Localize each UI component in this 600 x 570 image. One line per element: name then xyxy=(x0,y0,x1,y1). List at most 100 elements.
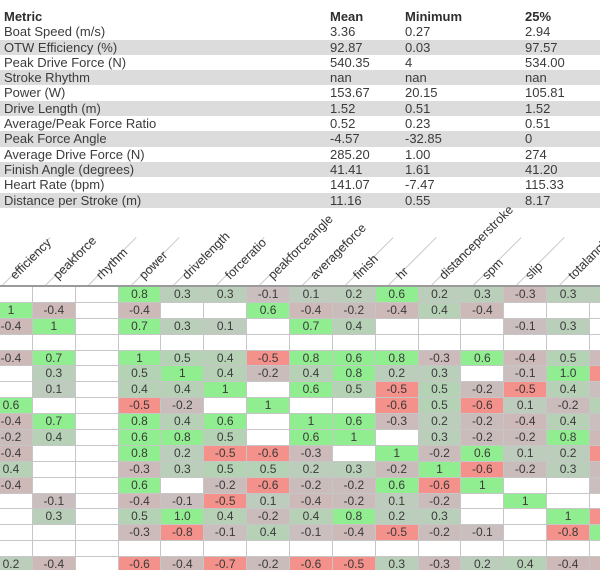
table-cell: -32.85 xyxy=(405,131,442,147)
heatmap-cell: 0.5 xyxy=(118,509,161,525)
heatmap-cell xyxy=(332,334,375,350)
table-cell: 0 xyxy=(525,131,533,147)
heatmap-cell: -0.2 xyxy=(0,430,32,445)
heatmap-cell xyxy=(590,318,600,334)
heatmap-cell xyxy=(504,334,547,350)
table-cell: Heart Rate (bpm) xyxy=(4,177,105,193)
heatmap-cell xyxy=(504,302,547,318)
table-cell: Average/Peak Force Ratio xyxy=(4,116,157,132)
column-label-efficiency: efficiency xyxy=(7,235,55,283)
column-label-distanceperstroke: distanceperstroke xyxy=(436,202,517,283)
table-cell: nan xyxy=(330,70,352,86)
heatmap-cell: -0.5 xyxy=(204,493,247,509)
heatmap-cell xyxy=(247,334,290,350)
heatmap-cell: -0.2 xyxy=(547,398,590,414)
heatmap-cell: -0.5 xyxy=(590,445,600,461)
heatmap-cell xyxy=(0,382,32,398)
heatmap-cell: -0.2 xyxy=(461,430,504,445)
heatmap-cell: 0.6 xyxy=(375,477,418,493)
table-row: Heart Rate (bpm) 141.07 -7.47 115.33 xyxy=(0,177,600,192)
table-cell: 0.27 xyxy=(405,24,431,40)
heatmap-cell xyxy=(0,366,32,382)
heatmap-cell xyxy=(161,334,204,350)
table-cell: Power (W) xyxy=(4,85,66,101)
heatmap-cell xyxy=(75,477,118,493)
heatmap-cell: -0.2 xyxy=(161,398,204,414)
heatmap-cell: 0.5 xyxy=(204,430,247,445)
heatmap-cell: -0.1 xyxy=(590,477,600,493)
heatmap-cell: -0.2 xyxy=(590,461,600,477)
heatmap-cell: 0.2 xyxy=(418,414,461,430)
heatmap-cell xyxy=(332,398,375,414)
heatmap-cell: -0.6 xyxy=(461,398,504,414)
heatmap-cell xyxy=(32,445,75,461)
heatmap-cell xyxy=(504,525,547,541)
heatmap-cell xyxy=(461,541,504,557)
heatmap-cell: 1 xyxy=(332,430,375,445)
table-cell: 0.03 xyxy=(405,39,431,55)
heatmap-cell: -0.2 xyxy=(504,461,547,477)
heatmap-cell: 0.3 xyxy=(547,318,590,334)
heatmap-cell xyxy=(75,382,118,398)
heatmap-cell: 1 xyxy=(590,525,600,541)
table-header-cell: Metric xyxy=(4,9,43,24)
heatmap-cell: -0.2 xyxy=(332,493,375,509)
heatmap-cell: -0.6 xyxy=(418,477,461,493)
heatmap-cell: 0.3 xyxy=(32,509,75,525)
heatmap-cell: 0.7 xyxy=(32,414,75,430)
heatmap-cell: 0.1 xyxy=(204,318,247,334)
heatmap-cell: 0.2 xyxy=(375,509,418,525)
column-label-totalangle: totalangle xyxy=(565,234,600,283)
heatmap-cell: -0.1 xyxy=(32,493,75,509)
heatmap-cell: 0.2 xyxy=(418,287,461,302)
table-cell: OTW Efficiency (%) xyxy=(4,39,118,55)
heatmap-cell: -0.8 xyxy=(161,525,204,541)
heatmap-cell xyxy=(32,477,75,493)
table-cell: 534.00 xyxy=(525,54,565,70)
heatmap-cell: 0.1 xyxy=(247,493,290,509)
heatmap-cell xyxy=(418,334,461,350)
heatmap-cell xyxy=(547,334,590,350)
column-tick-line xyxy=(384,237,437,289)
heatmap-cell: -0.3 xyxy=(590,350,600,366)
heatmap-cell xyxy=(75,334,118,350)
heatmap-cell: 0.4 xyxy=(204,366,247,382)
heatmap-cell: -0.4 xyxy=(461,302,504,318)
heatmap-cell: 0.8 xyxy=(290,350,332,366)
heatmap-cell: 0.6 xyxy=(290,382,332,398)
column-label-peakforce: peakforce xyxy=(50,233,100,283)
heatmap-cell: 0.5 xyxy=(118,366,161,382)
heatmap-cell: 0.5 xyxy=(247,461,290,477)
heatmap-cell: -0.4 xyxy=(590,430,600,445)
heatmap-cell xyxy=(461,509,504,525)
heatmap-cell: -0.1 xyxy=(504,366,547,382)
heatmap-cell: -0.1 xyxy=(504,318,547,334)
heatmap-cell xyxy=(75,509,118,525)
table-cell: 41.20 xyxy=(525,161,558,177)
heatmap-cell: -0.3 xyxy=(118,461,161,477)
heatmap-cell: 1 xyxy=(118,350,161,366)
table-cell: 2.94 xyxy=(525,24,551,40)
table-cell: Peak Drive Force (N) xyxy=(4,54,127,70)
heatmap-cell xyxy=(32,461,75,477)
heatmap-cell xyxy=(75,445,118,461)
heatmap-cell xyxy=(75,366,118,382)
table-row: Peak Force Angle -4.57 -32.85 0 xyxy=(0,131,600,147)
table-header-cell: 25% xyxy=(525,9,552,24)
heatmap-cell: 1 xyxy=(247,398,290,414)
heatmap-cell xyxy=(247,382,290,398)
heatmap-cell: 0.4 xyxy=(590,398,600,414)
correlation-heatmap: 0.80.30.3-0.10.10.20.60.20.3-0.30.30.31-… xyxy=(0,287,600,570)
table-cell: 285.20 xyxy=(330,146,370,162)
heatmap-cell: -0.2 xyxy=(375,461,418,477)
heatmap-cell: 0.6 xyxy=(118,477,161,493)
heatmap-cell xyxy=(75,541,118,557)
heatmap-cell xyxy=(461,334,504,350)
heatmap-cell: 0.5 xyxy=(204,461,247,477)
heatmap-cell: 0.3 xyxy=(375,557,418,570)
table-row: Distance per Stroke (m) 11.16 0.55 8.17 xyxy=(0,192,600,208)
heatmap-cell: -0.2 xyxy=(332,302,375,318)
heatmap-cell xyxy=(204,334,247,350)
heatmap-cell xyxy=(75,398,118,414)
heatmap-cell: 0.3 xyxy=(161,318,204,334)
